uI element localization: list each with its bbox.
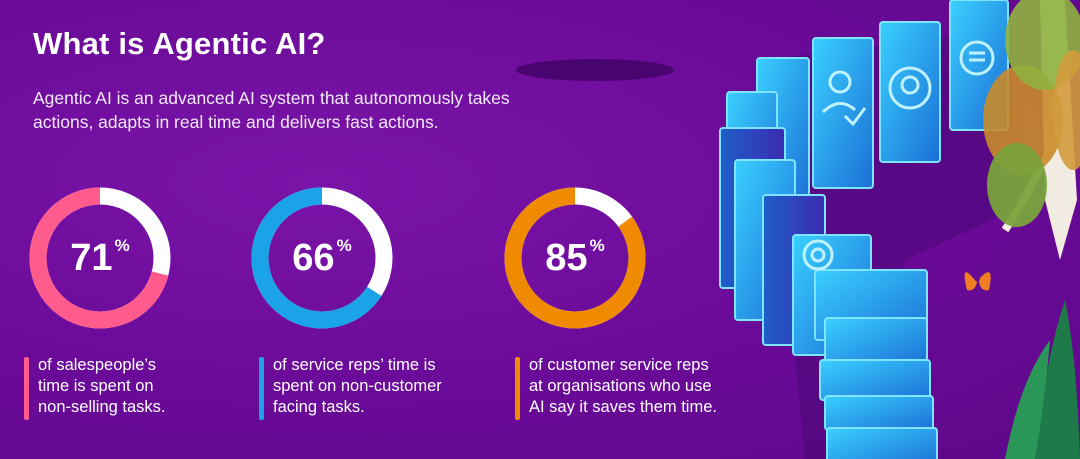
gear-icon [802,239,834,271]
page-title: What is Agentic AI? [33,26,326,61]
stat-customer-service: 85% [500,183,650,333]
stat-number: 85 [545,236,588,279]
caption-accent-bar [259,357,264,420]
caption-accent-bar [24,357,29,420]
donut-ring-service-reps [251,187,393,329]
decorative-shadow [516,59,674,81]
leaves-illustration [1005,300,1080,459]
ring-fill [29,187,171,329]
caption-line: non-selling tasks. [38,398,166,416]
ring-fill [504,187,646,329]
stat-value: 85% [500,183,650,333]
caption-line: at organisations who use [529,377,712,395]
domino-tile [826,427,938,459]
stat-value: 71% [25,183,175,333]
chat-bubble-icon [959,40,995,76]
stat-service-reps: 66% [247,183,397,333]
dominoes-illustration [719,0,1080,459]
stat-unit: % [336,236,352,255]
domino-tile [824,395,934,431]
caption-line: AI say it saves them time. [529,398,717,416]
caption-line: of service reps’ time is [273,356,436,374]
stat-caption-service-reps: of service reps’ time is spent on non-cu… [259,355,442,420]
page-subtitle: Agentic AI is an advanced AI system that… [33,88,510,132]
person-check-icon [821,70,867,127]
stat-caption-salespeople: of salespeople’s time is spent on non-se… [24,355,166,420]
stat-unit: % [114,236,130,255]
tree-illustration [983,0,1080,260]
stat-number: 66 [292,236,335,279]
caption-line: facing tasks. [273,398,365,416]
stat-number: 71 [70,236,113,279]
donut-ring-customer-service [504,187,646,329]
headset-agent-icon [888,66,932,110]
caption-line: spent on non-customer [273,377,442,395]
caption-accent-bar [515,357,520,420]
domino-tiles [719,0,1009,459]
donut-ring-salespeople [29,187,171,329]
caption-line: time is spent on [38,377,154,395]
stat-caption-customer-service: of customer service reps at organisation… [515,355,717,420]
ring-fill [251,187,393,329]
caption-line: of salespeople’s [38,356,157,374]
butterfly-illustration [964,272,991,291]
stat-unit: % [589,236,605,255]
domino-tile [819,359,931,401]
stat-salespeople: 71% [25,183,175,333]
domino-tile [812,37,874,189]
stat-value: 66% [247,183,397,333]
domino-tile [824,317,928,367]
caption-line: of customer service reps [529,356,709,374]
